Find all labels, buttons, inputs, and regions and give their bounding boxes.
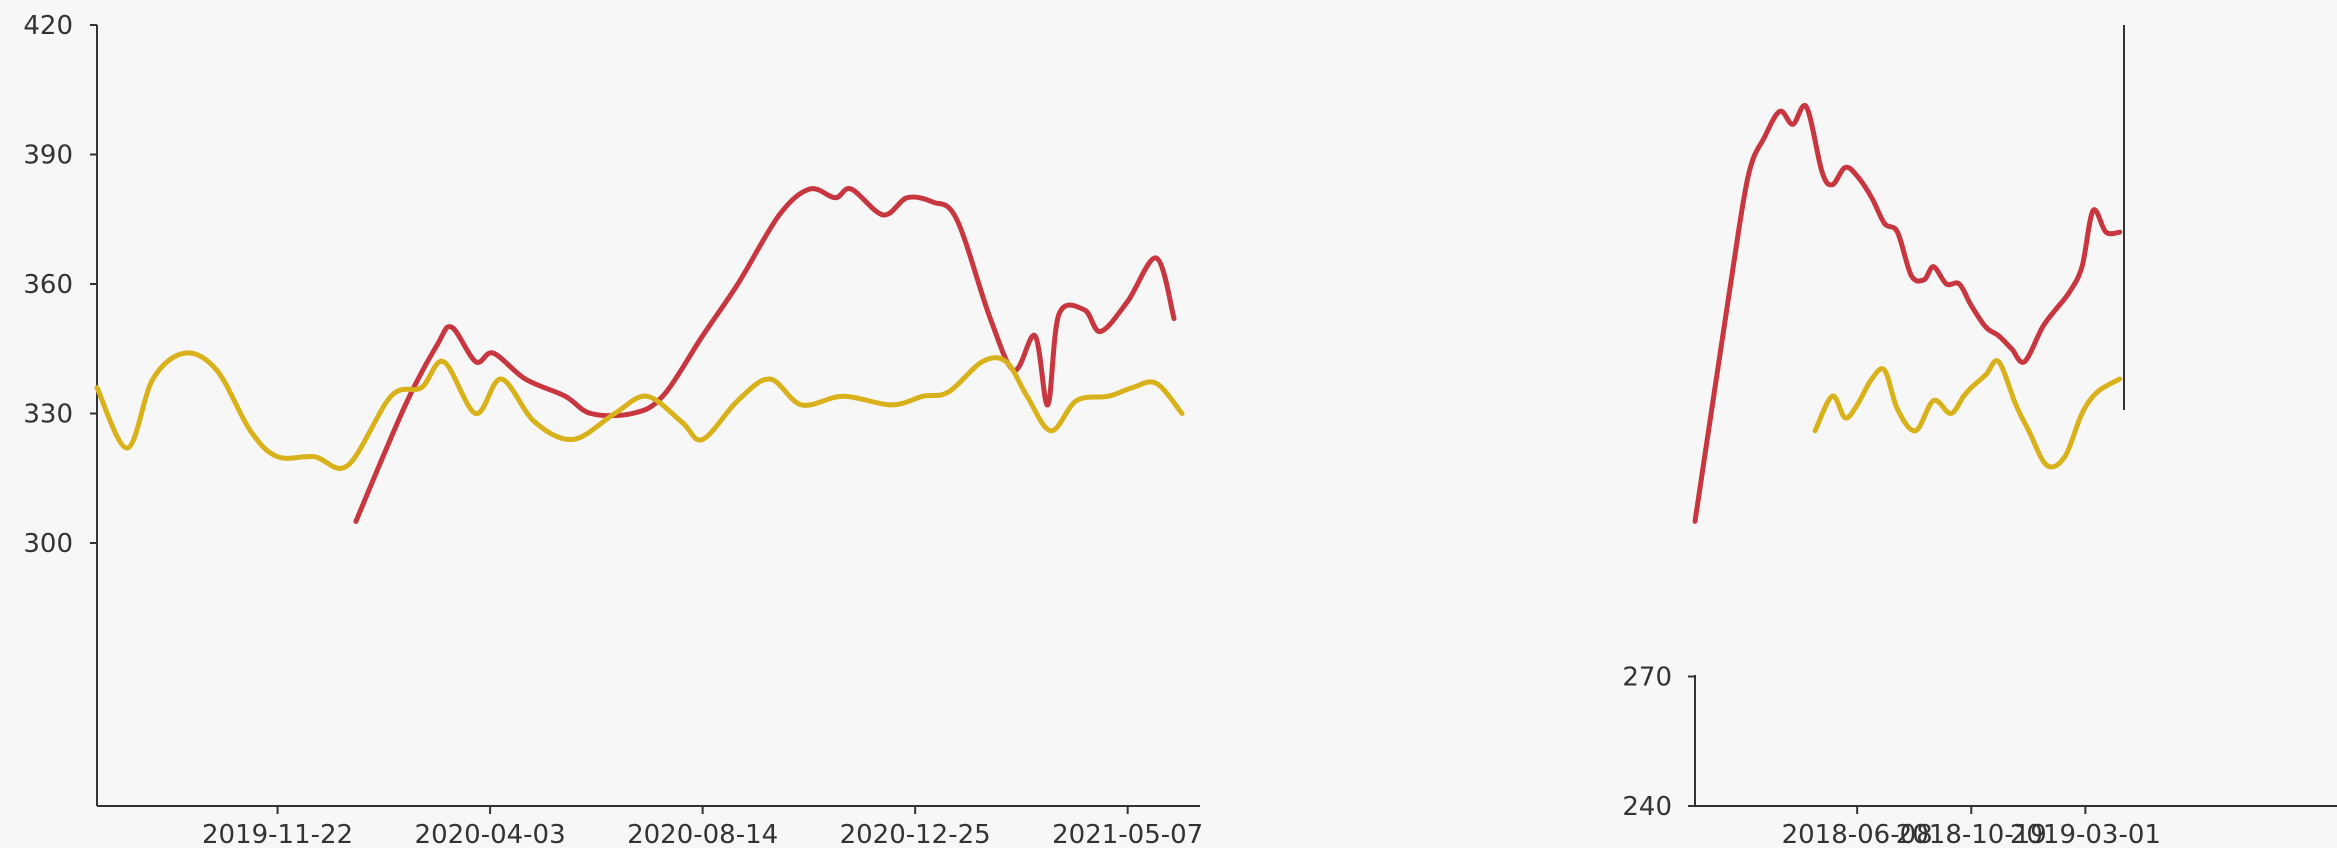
left-y-tick-label: 360: [23, 270, 73, 300]
right-y-tick-label: 270: [1622, 663, 1672, 693]
left-y-tick-label: 330: [23, 400, 73, 430]
series-layer: [94, 102, 2123, 524]
left-x-ticks: 2019-11-22 2020-04-03 2020-08-14 2020-12-25…: [202, 806, 1203, 848]
right-x-tick-label: 2019-03-01: [2010, 820, 2161, 848]
right-y-tick-label: 240: [1622, 792, 1672, 822]
left-y-tick-label: 390: [23, 141, 73, 171]
left-x-tick-label: 2021-05-07: [1052, 820, 1203, 848]
left-x-tick-label: 2020-08-14: [627, 820, 778, 848]
left-x-tick-label: 2020-12-25: [840, 820, 991, 848]
left-series-yellow-line: [94, 350, 1185, 471]
left-y-tick-label: 300: [23, 529, 73, 559]
left-x-tick-label: 2019-11-22: [202, 820, 353, 848]
right-series-yellow-line: [1812, 358, 2123, 470]
right-y-ticks: 270 240: [1622, 663, 1695, 822]
right-x-tick-label: 2018-10-19: [1896, 820, 2047, 848]
left-series-red-line: [353, 186, 1177, 524]
right-series-red-line: [1692, 102, 2123, 524]
left-y-tick-label: 420: [23, 11, 73, 41]
left-x-tick-label: 2020-04-03: [415, 820, 566, 848]
right-x-tick-label: 2018-06-08: [1782, 820, 1933, 848]
left-y-ticks: 420 390 360 330 300: [23, 11, 97, 559]
